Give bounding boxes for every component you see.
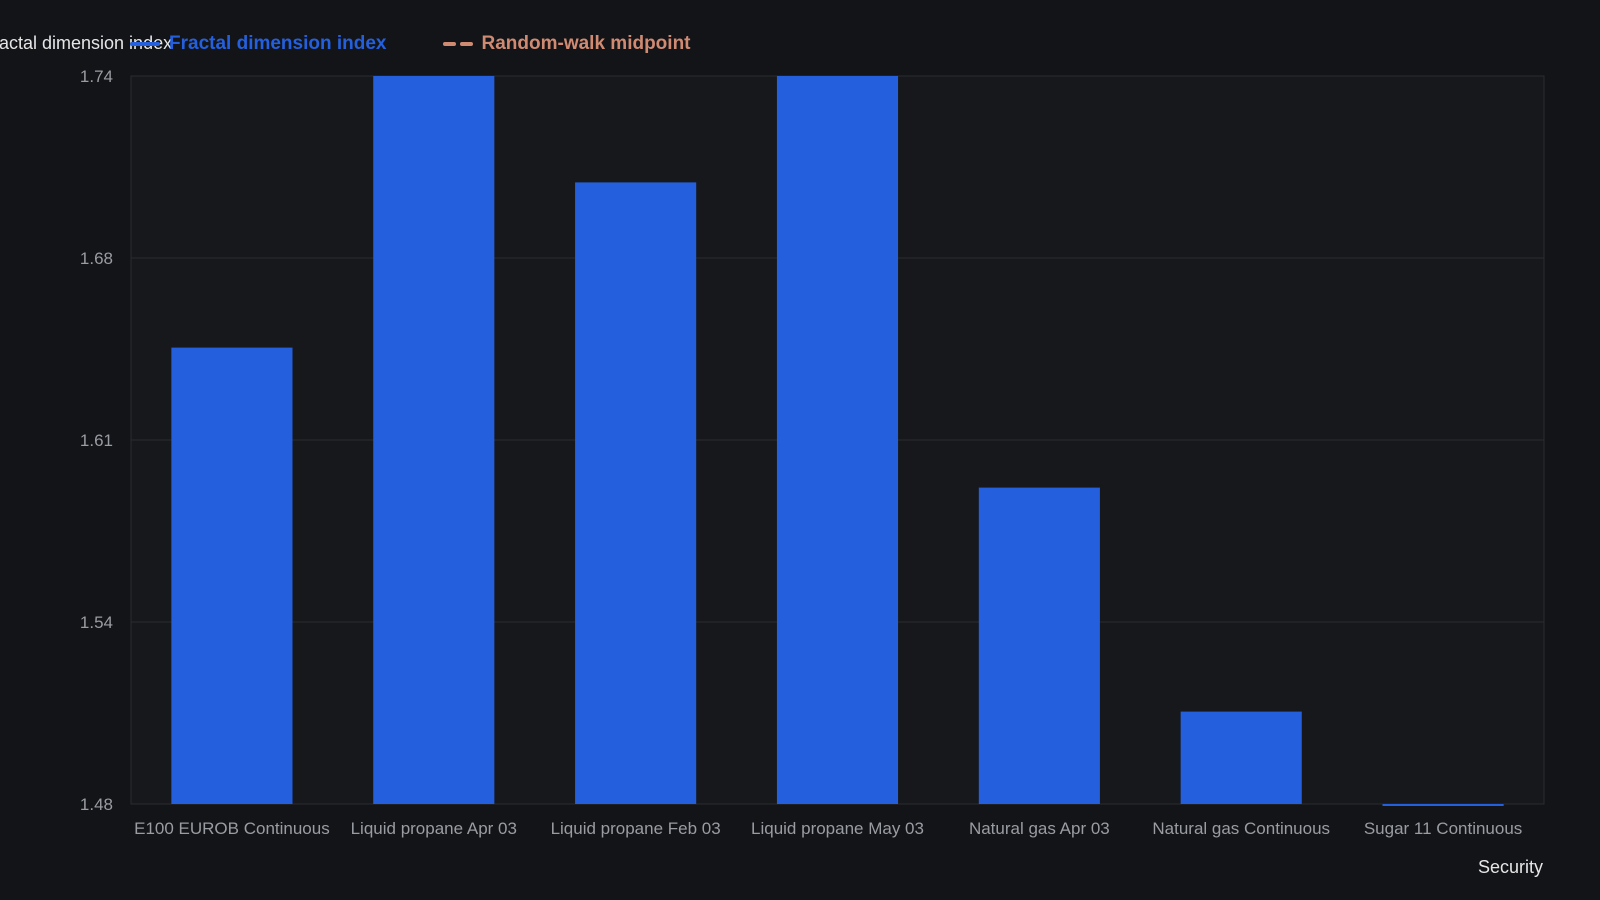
x-tick-label: Liquid propane May 03 xyxy=(751,819,924,838)
legend-item-fractal-dimension[interactable]: Fractal dimension index xyxy=(130,33,387,55)
bar[interactable] xyxy=(171,347,293,804)
x-axis-title: Security xyxy=(1477,857,1543,877)
bar[interactable] xyxy=(1382,804,1504,806)
x-tick-label: Liquid propane Apr 03 xyxy=(351,819,517,838)
y-tick-label: 1.48 xyxy=(80,795,113,814)
bar[interactable] xyxy=(575,182,697,804)
legend-swatch-dashed xyxy=(442,42,473,46)
bar[interactable] xyxy=(1180,711,1302,804)
x-tick-label: Natural gas Continuous xyxy=(1152,819,1330,838)
x-tick-label: E100 EUROB Continuous xyxy=(134,819,330,838)
legend-item-random-walk-midpoint[interactable]: Random-walk midpoint xyxy=(442,33,691,55)
legend-swatch-solid xyxy=(130,42,160,46)
legend-label: Fractal dimension index xyxy=(169,33,387,54)
bar[interactable] xyxy=(373,76,495,804)
x-tick-label: Natural gas Apr 03 xyxy=(969,819,1110,838)
y-axis-title: Fractal dimension index xyxy=(0,33,173,53)
y-tick-label: 1.74 xyxy=(80,67,113,86)
bar[interactable] xyxy=(776,76,899,804)
y-tick-label: 1.61 xyxy=(80,431,113,450)
dash-segment xyxy=(442,42,456,46)
bar[interactable] xyxy=(978,487,1100,804)
y-tick-label: 1.68 xyxy=(80,249,113,268)
dash-segment xyxy=(459,42,473,46)
x-tick-label: Sugar 11 Continuous xyxy=(1364,819,1522,838)
legend-label: Random-walk midpoint xyxy=(481,33,691,54)
legend: Fractal dimension index Random-walk midp… xyxy=(130,33,691,55)
x-tick-label: Liquid propane Feb 03 xyxy=(551,819,721,838)
y-tick-label: 1.54 xyxy=(80,613,113,632)
